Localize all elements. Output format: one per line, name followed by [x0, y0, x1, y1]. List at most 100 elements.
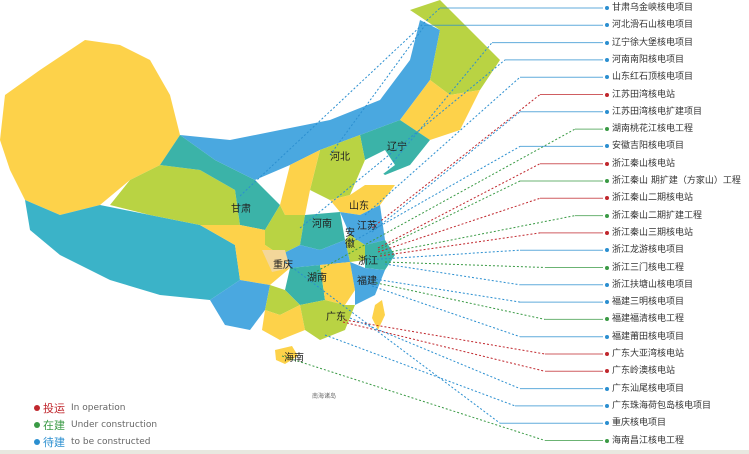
status-dot-icon [605, 23, 609, 28]
project-item: 甘肃乌金峡核电项目 [612, 3, 694, 13]
province-shapes [0, 0, 500, 364]
status-dot-icon [605, 109, 609, 114]
connector-line [379, 215, 576, 255]
connector-line [387, 42, 493, 169]
status-dot-icon [605, 196, 609, 201]
connector-line [309, 128, 576, 276]
status-dot-icon [605, 6, 609, 10]
legend-item-to-be-constructed: 待建 to be constructed [34, 433, 157, 450]
connector-line [349, 317, 521, 390]
status-dot-icon [605, 230, 609, 235]
status-dot-icon [605, 161, 609, 166]
status-dot-icon [605, 265, 609, 270]
project-item: 江苏田湾核电扩建项目 [612, 106, 703, 117]
status-dot-icon [605, 248, 609, 253]
status-dot-icon [605, 282, 609, 287]
status-dot-icon [605, 352, 609, 356]
project-item: 浙江秦山三期核电站 [612, 227, 694, 238]
connector-line [351, 145, 521, 243]
status-dot-icon [605, 213, 609, 218]
project-item: 福建三明核电项目 [612, 297, 685, 308]
status-dot-icon [605, 334, 609, 339]
connector-line [284, 261, 501, 424]
status-dot-icon [605, 386, 609, 391]
project-item: 安徽吉阳核电项目 [612, 141, 685, 152]
project-item: 浙江龙游核电项目 [612, 245, 685, 256]
connector-line [342, 321, 546, 372]
project-item: 广东汕尾核电项目 [612, 383, 685, 394]
project-item: 浙江秦山核电站 [612, 158, 676, 169]
province-label-shandong: 山东 [349, 201, 369, 212]
status-dot-icon [605, 179, 609, 183]
connector-line [377, 197, 541, 253]
connector-line [384, 263, 521, 286]
project-item: 辽宁徐大堡核电项目 [612, 37, 694, 48]
project-item: 湖南桃花江核电工程 [612, 124, 694, 135]
connector-line [371, 281, 546, 320]
legend-en: In operation [71, 402, 126, 413]
status-dot-icon [605, 92, 609, 97]
project-item: 浙江秦山二期扩建工程 [612, 210, 703, 221]
project-item: 山东红石顶核电项目 [612, 72, 694, 83]
status-dot-icon [605, 75, 609, 80]
connector-line [299, 59, 506, 229]
red-dot-icon [34, 404, 40, 411]
legend-en: Under construction [71, 419, 158, 430]
blue-dot-icon [34, 438, 40, 445]
province-label-zhejiang: 浙江 [358, 256, 378, 267]
project-item: 福建莆田核电项目 [612, 331, 685, 342]
connector-line [377, 180, 521, 251]
status-dot-icon [605, 300, 609, 305]
project-item: 浙江扶塘山核电项目 [612, 279, 694, 290]
south-china-sea-islands-label: 南海诸岛 [312, 393, 337, 400]
province-label-liaoning: 辽宁 [387, 142, 407, 153]
status-dot-icon [605, 403, 609, 408]
project-item: 广东珠海荷包岛核电项目 [612, 400, 712, 411]
project-item: 河北滑石山核电项目 [612, 20, 694, 31]
status-dot-icon [605, 421, 609, 426]
connector-line [384, 261, 546, 268]
status-dot-icon [605, 57, 609, 62]
province-label-chongqing: 重庆 [273, 260, 293, 271]
status-dot-icon [605, 40, 609, 45]
green-dot-icon [34, 421, 40, 428]
province-label-jiangsu: 江苏 [357, 221, 377, 232]
legend-item-under-construction: 在建 Under construction [34, 416, 157, 433]
status-dot-icon [605, 438, 609, 443]
project-item: 重庆核电项目 [612, 418, 667, 429]
project-item: 浙江三门核电工程 [612, 262, 685, 273]
status-dot-icon [605, 144, 609, 149]
connector-line [371, 285, 521, 338]
connector-line [364, 76, 521, 216]
province-label-hebei: 河北 [330, 152, 350, 163]
connector-lines [239, 7, 603, 441]
legend-zh: 投运 [43, 401, 65, 415]
legend-zh: 在建 [43, 418, 65, 432]
project-item: 广东岭澳核电站 [612, 366, 676, 377]
province-label-hunan: 湖南 [307, 273, 327, 284]
connector-line [367, 277, 521, 303]
status-dot-icon [605, 317, 609, 322]
legend-zh: 待建 [43, 435, 65, 449]
connector-line [364, 249, 521, 261]
connector-line [377, 163, 541, 249]
project-item: 广东大亚湾核电站 [612, 349, 685, 359]
province-label-henan: 河南 [312, 219, 332, 230]
connector-line [379, 232, 541, 257]
legend: 投运 In operation 在建 Under construction 待建… [34, 399, 157, 450]
legend-item-operation: 投运 In operation [34, 399, 157, 416]
status-dot-icon [605, 127, 609, 132]
project-item: 海南昌江核电工程 [612, 435, 685, 446]
status-dot-icon [605, 369, 609, 374]
project-item: 福建福清核电工程 [612, 314, 685, 325]
legend-en: to be constructed [71, 436, 151, 447]
connector-line [239, 7, 441, 197]
province-label-guangdong: 广东 [326, 312, 346, 323]
bottom-border [0, 450, 749, 454]
connector-line [329, 25, 426, 156]
project-item: 浙江秦山二期核电站 [612, 193, 694, 204]
project-item: 浙江秦山 期扩建（方家山）工程 [612, 176, 741, 186]
province-label-anhui: 安徽 [345, 228, 355, 250]
